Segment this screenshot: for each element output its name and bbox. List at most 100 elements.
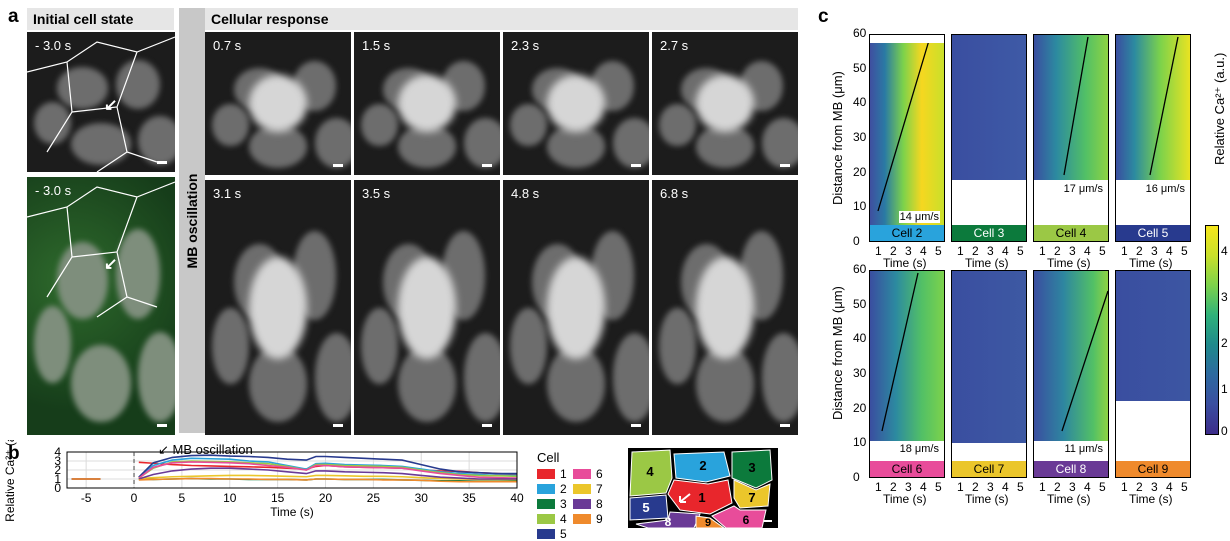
- series-line-cell-4: [138, 460, 518, 479]
- scale-bar: [333, 164, 343, 167]
- heatmap-cell-label: Cell 2: [870, 225, 944, 241]
- c-x-tick-label: 5: [1099, 244, 1106, 258]
- c-x-tick-label: 4: [1166, 480, 1173, 494]
- cell-map-label: 7: [748, 490, 755, 505]
- colorbar-tick: 3: [1221, 290, 1228, 304]
- legend-swatch: [537, 529, 555, 539]
- cell-outline-overlay: [27, 36, 175, 172]
- response-frame-image: 2.3 s: [503, 32, 649, 175]
- c-x-tick-label: 3: [987, 244, 994, 258]
- cell-map-label: 6: [743, 513, 750, 527]
- c-x-axis-label: Time (s): [1129, 492, 1173, 506]
- heatmap-cell-3: Cell 3: [951, 34, 1027, 242]
- c-y-tick-label: 0: [853, 470, 860, 484]
- c-y-tick-label: 60: [853, 26, 867, 40]
- heatmap-cell-label: Cell 6: [870, 461, 944, 477]
- heatmap-cell-label: Cell 7: [952, 461, 1026, 477]
- cell-map-region-8: [635, 511, 701, 528]
- response-frame-image: 6.8 s: [652, 180, 798, 435]
- scale-bar: [631, 164, 641, 167]
- legend-label: 8: [596, 497, 603, 511]
- c-x-tick-label: 2: [890, 480, 897, 494]
- panel-b-letter: b: [8, 443, 20, 464]
- y-tick-label: 2: [54, 463, 61, 477]
- c-y-tick-label: 10: [853, 435, 867, 450]
- frame-time-label: 2.3 s: [511, 38, 540, 53]
- cell-map-label: 9: [705, 517, 711, 528]
- heatmap-cell-label: Cell 4: [1034, 225, 1108, 241]
- x-axis-label: Time (s): [270, 505, 314, 519]
- cell-outline-overlay: [27, 181, 175, 318]
- c-x-tick-label: 1: [875, 244, 882, 258]
- no-data-region: [952, 180, 1026, 225]
- cell-map-region-2: [673, 451, 731, 483]
- c-x-tick-label: 1: [875, 480, 882, 494]
- c-x-tick-label: 5: [935, 244, 942, 258]
- y-axis-label: Relative Ca²⁺ (a.u.): [3, 440, 17, 522]
- c-x-tick-label: 5: [1017, 244, 1024, 258]
- x-tick-label: 35: [462, 491, 476, 505]
- legend-swatch: [573, 514, 591, 524]
- c-x-axis-label: Time (s): [1047, 492, 1091, 506]
- c-x-tick-label: 3: [1069, 480, 1076, 494]
- c-x-axis-label: Time (s): [965, 492, 1009, 506]
- y-tick-label: 4: [54, 445, 61, 459]
- legend-item-cell-7: 7: [573, 482, 603, 496]
- colorbar: [1205, 225, 1219, 435]
- propagation-speed: 11 μm/s: [1063, 443, 1104, 455]
- scale-bar: [482, 164, 492, 167]
- c-y-tick-label: 50: [853, 60, 867, 75]
- c-y-tick-label: 30: [853, 366, 867, 380]
- c-y-tick-label: 20: [853, 400, 867, 415]
- c-x-tick-label: 5: [935, 480, 942, 494]
- heatmap-cell-8: Cell 8 11 μm/s: [1033, 270, 1109, 478]
- c-x-tick-label: 1: [957, 244, 964, 258]
- cell-map-scale-bar: [764, 520, 772, 522]
- legend-swatch: [537, 514, 555, 524]
- scale-bar: [780, 164, 790, 167]
- c-x-tick-label: 2: [1054, 480, 1061, 494]
- frame-time-label: 4.8 s: [511, 186, 540, 201]
- arrow-icon: ↙: [103, 97, 118, 114]
- mb-oscillation-annotation: ↙ MB oscillation: [158, 442, 253, 457]
- propagation-speed: 14 μm/s: [898, 211, 940, 223]
- heatmap-cell-label: Cell 8: [1034, 461, 1108, 477]
- scale-bar: [157, 161, 167, 164]
- propagation-speed: 18 μm/s: [898, 443, 940, 455]
- mb-oscillation-bar: MB oscillation: [179, 8, 205, 433]
- propagation-fit-line: [877, 36, 931, 212]
- legend-item-cell-9: 9: [573, 512, 603, 526]
- series-line-cell-9: [138, 477, 517, 483]
- y-tick-label: 1: [54, 472, 61, 486]
- x-tick-label: -5: [81, 491, 92, 505]
- x-tick-label: 5: [179, 491, 186, 505]
- cell-map-region-9: [695, 515, 725, 528]
- legend-title: Cell: [537, 450, 560, 465]
- legend-swatch: [537, 484, 555, 494]
- series-line-cell-7: [138, 474, 517, 481]
- c-x-tick-label: 2: [890, 244, 897, 258]
- colorbar-label: Relative Ca²⁺ (a.u.): [1212, 52, 1227, 165]
- frame-time-label: - 3.0 s: [35, 38, 72, 53]
- cell-map-label: 1: [698, 490, 705, 505]
- mb-oscillation-label: MB oscillation: [184, 173, 200, 268]
- cell-map: 4 2 3 5 1 7 8 6 9: [628, 448, 778, 528]
- legend-item-cell-2: 2: [537, 482, 567, 496]
- cell-map-region-4: [629, 449, 673, 497]
- arrow-icon: ↙: [103, 256, 118, 274]
- c-x-tick-label: 4: [1084, 244, 1091, 258]
- c-x-axis-label: Time (s): [883, 256, 927, 270]
- heatmap-cell-4: Cell 4 17 μm/s: [1033, 34, 1109, 242]
- cell-map-label: 5: [642, 500, 649, 515]
- legend-item-cell-3: 3: [537, 497, 567, 511]
- response-frame-image: 1.5 s: [354, 32, 500, 175]
- c-x-tick-label: 5: [1181, 480, 1188, 494]
- frame-time-label: 3.5 s: [362, 186, 391, 201]
- c-y-tick-label: 40: [853, 331, 867, 346]
- scale-bar: [333, 424, 343, 427]
- legend-item-cell-5: 5: [537, 527, 567, 541]
- legend-item-cell-4: 4: [537, 512, 567, 526]
- x-tick-label: 0: [131, 491, 138, 505]
- cell-map-label: 8: [665, 515, 672, 528]
- series-line-cell-8: [138, 467, 517, 480]
